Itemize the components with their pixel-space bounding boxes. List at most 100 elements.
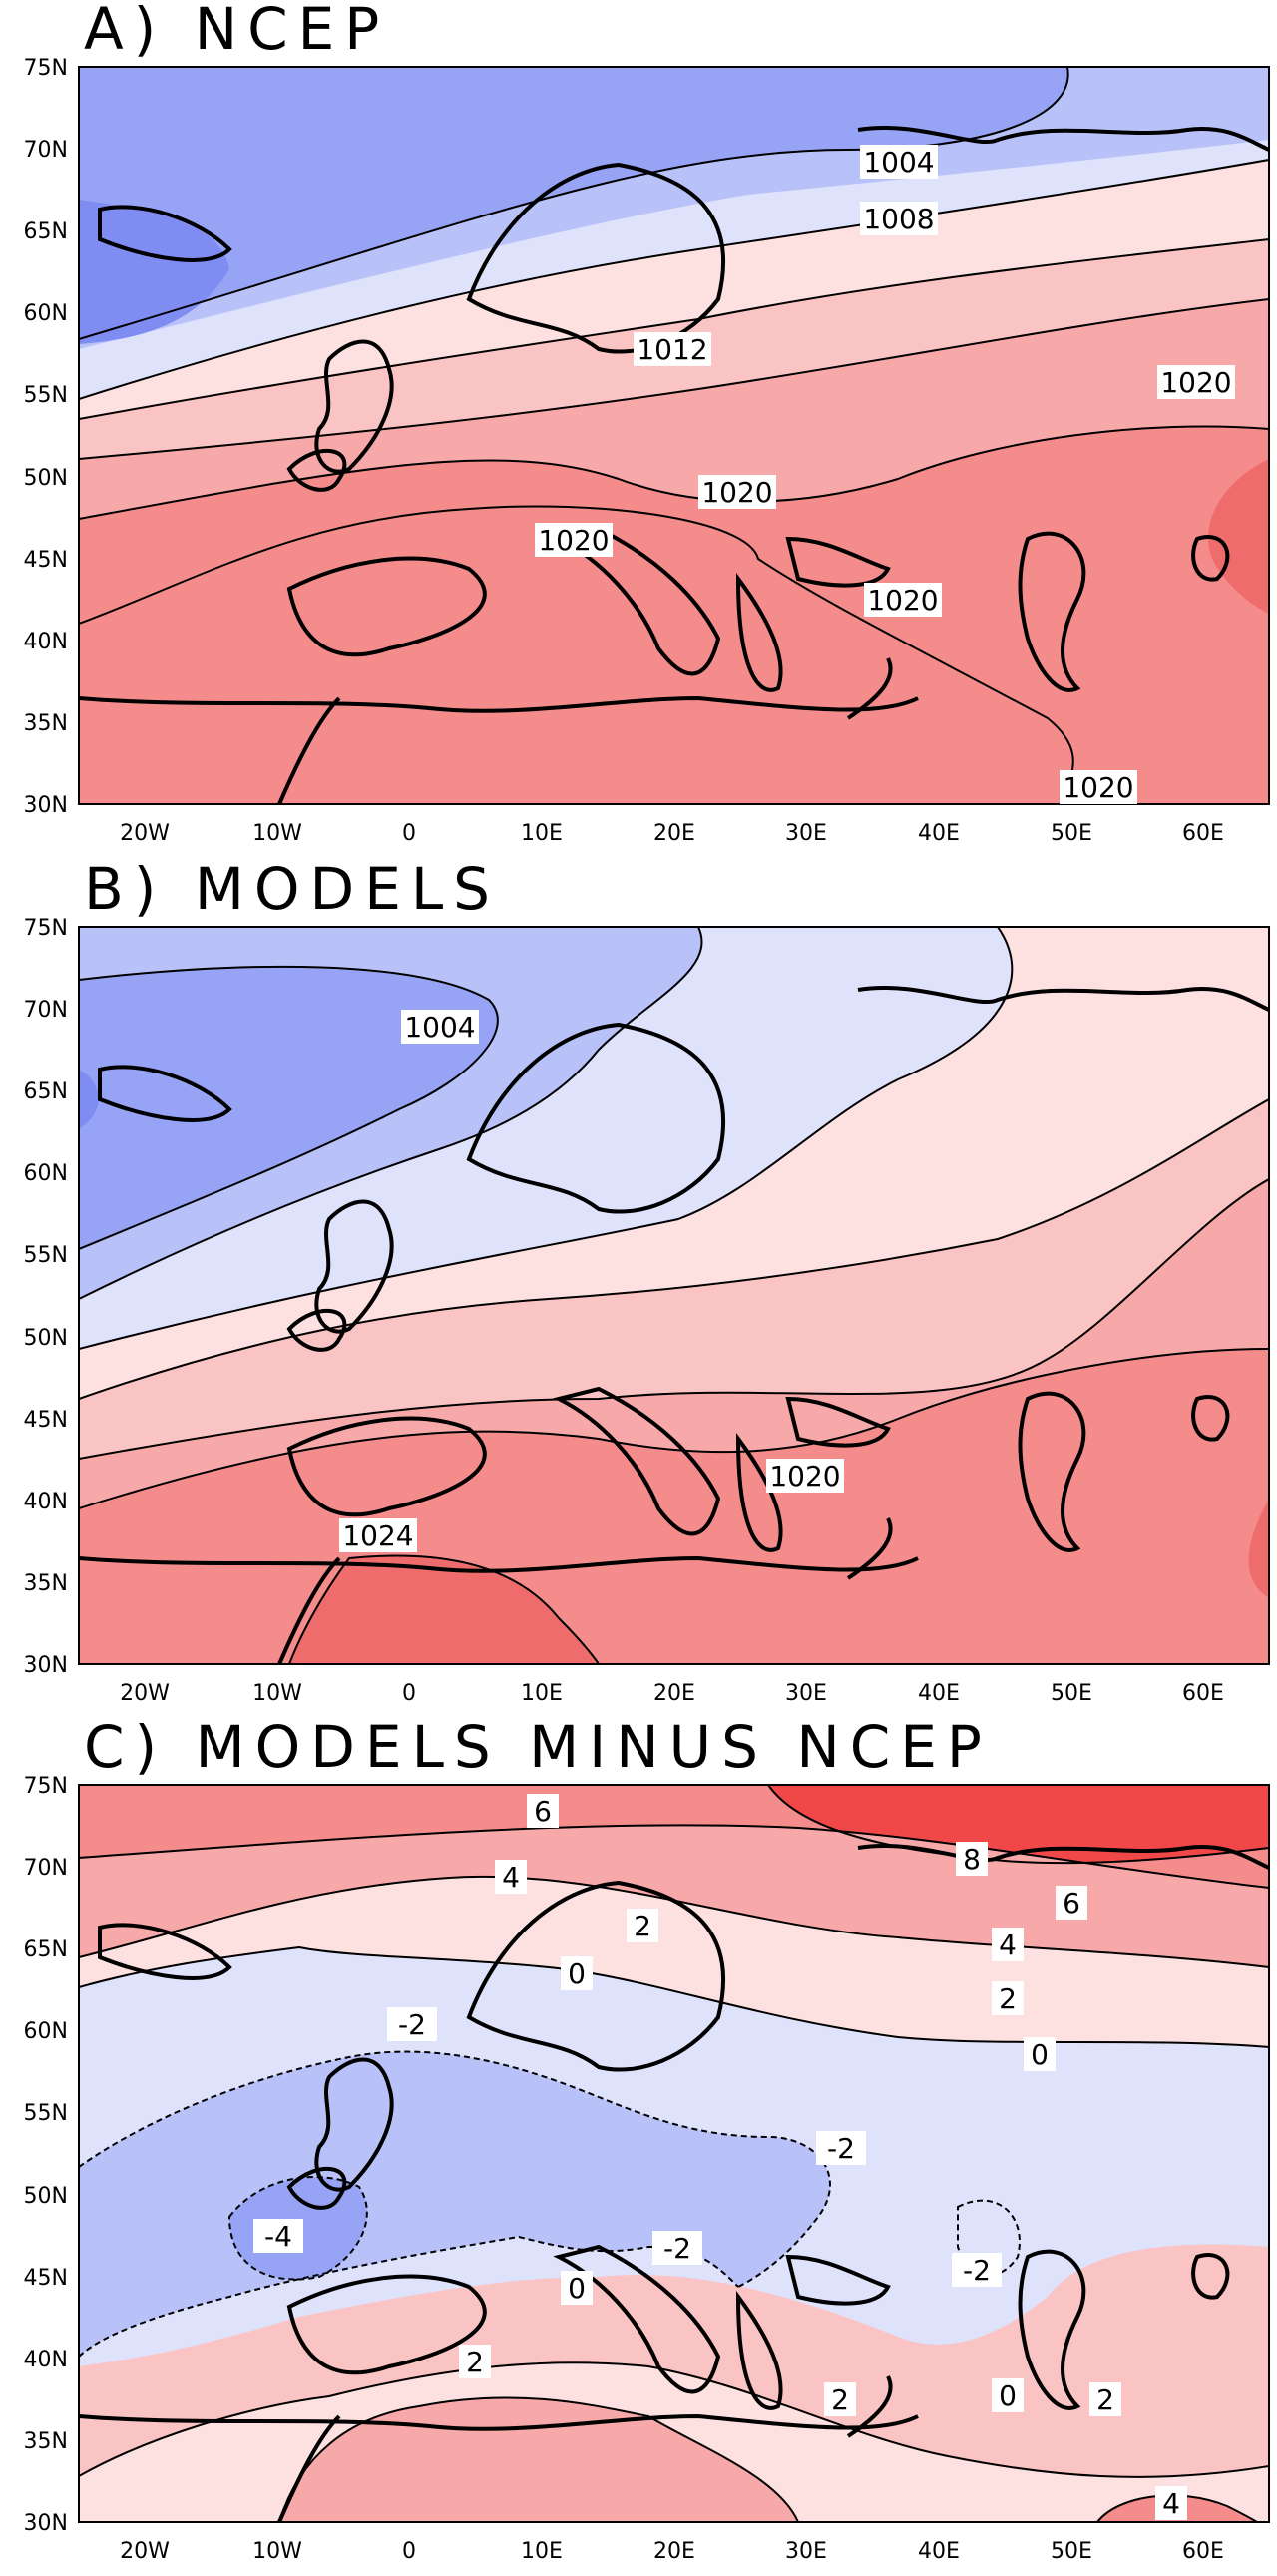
svg-text:4: 4 xyxy=(999,1929,1017,1961)
svg-text:2: 2 xyxy=(831,2383,849,2416)
y-tick: 70N xyxy=(24,138,68,163)
x-tick: 10W xyxy=(252,2539,302,2564)
svg-text:1024: 1024 xyxy=(342,1519,413,1552)
contour-label: 1020 xyxy=(1060,770,1137,804)
x-tick: 10E xyxy=(521,2539,563,2564)
contour-label: 0 xyxy=(992,2378,1024,2412)
fill-996 xyxy=(79,966,498,1249)
x-tick: 20W xyxy=(120,1681,170,1706)
x-tick: 10E xyxy=(521,1681,563,1706)
y-tick: 55N xyxy=(24,383,68,408)
svg-text:8: 8 xyxy=(963,1843,981,1876)
x-tick: 60E xyxy=(1182,1681,1224,1706)
svg-text:2: 2 xyxy=(999,1982,1017,2015)
contour-label: 1020 xyxy=(864,583,942,617)
coastlines-a xyxy=(79,125,1269,804)
x-tick: 0 xyxy=(402,1681,416,1706)
contour-label: 1004 xyxy=(401,1010,479,1044)
y-tick: 75N xyxy=(24,1774,68,1799)
svg-text:0: 0 xyxy=(568,2272,586,2305)
y-tick: 30N xyxy=(24,2511,68,2536)
svg-text:4: 4 xyxy=(502,1861,520,1894)
x-ticks-c: 20W 10W 0 10E 20E 30E 40E 50E 60E xyxy=(120,2539,1224,2564)
fill-992 xyxy=(79,1070,99,1129)
contour-label: 0 xyxy=(561,1956,593,1990)
fill-1024 xyxy=(1248,1499,1269,1598)
y-tick: 45N xyxy=(24,1408,68,1433)
y-tick: 35N xyxy=(24,711,68,736)
map-models: 1004 1020 1024 75N 70N 65N 60N 55N 50N 4… xyxy=(24,916,1270,1706)
y-tick: 45N xyxy=(24,2266,68,2291)
svg-text:1020: 1020 xyxy=(701,476,772,509)
svg-text:0: 0 xyxy=(999,2379,1017,2412)
x-tick: 60E xyxy=(1182,821,1224,846)
svg-text:-4: -4 xyxy=(264,2220,292,2253)
x-tick: 10W xyxy=(252,821,302,846)
x-ticks-a: 20W 10W 0 10E 20E 30E 40E 50E 60E xyxy=(120,821,1224,846)
fill-1024 xyxy=(1208,459,1269,614)
y-tick: 70N xyxy=(24,998,68,1023)
map-frame-b xyxy=(78,926,1270,1665)
svg-text:2: 2 xyxy=(634,1910,651,1942)
contour-label: 8 xyxy=(956,1842,988,1876)
contour-label: 1020 xyxy=(1157,365,1235,399)
contour-label: 1020 xyxy=(698,475,776,509)
svg-text:1012: 1012 xyxy=(637,333,707,366)
svg-text:1020: 1020 xyxy=(769,1460,840,1493)
contour-label: 1008 xyxy=(860,202,938,235)
panel-ncep: A) NCEP xyxy=(0,0,1277,858)
contour-label: 2 xyxy=(1089,2382,1121,2416)
fill-south-2 xyxy=(279,2397,798,2522)
fill-minus2 xyxy=(79,2051,830,2357)
y-tick: 75N xyxy=(24,916,68,941)
contour-label: 1024 xyxy=(339,1518,417,1552)
y-tick: 40N xyxy=(24,630,68,654)
y-ticks-a: 75N 70N 65N 60N 55N 50N 45N 40N 35N 30N xyxy=(24,56,68,818)
panel-title-a: A) NCEP xyxy=(84,0,390,63)
coastlines-c xyxy=(79,1843,1269,2522)
x-tick: 50E xyxy=(1051,821,1092,846)
x-tick: 20E xyxy=(653,821,695,846)
svg-text:0: 0 xyxy=(568,1957,586,1990)
svg-text:1004: 1004 xyxy=(863,146,934,179)
svg-text:6: 6 xyxy=(1063,1887,1080,1920)
y-tick: 30N xyxy=(24,793,68,818)
svg-text:1004: 1004 xyxy=(404,1011,475,1044)
x-tick: 60E xyxy=(1182,2539,1224,2564)
map-frame-c xyxy=(78,1784,1270,2523)
contour-label: -4 xyxy=(253,2219,303,2253)
y-ticks-b: 75N 70N 65N 60N 55N 50N 45N 40N 35N 30N xyxy=(24,916,68,1678)
x-tick: 20E xyxy=(653,1681,695,1706)
contour-label: -2 xyxy=(816,2131,866,2165)
y-tick: 60N xyxy=(24,301,68,326)
x-ticks-b: 20W 10W 0 10E 20E 30E 40E 50E 60E xyxy=(120,1681,1224,1706)
y-tick: 55N xyxy=(24,2101,68,2126)
y-tick: 35N xyxy=(24,2429,68,2454)
y-tick: 50N xyxy=(24,466,68,491)
svg-text:1020: 1020 xyxy=(867,584,938,617)
svg-text:2: 2 xyxy=(1096,2383,1114,2416)
x-tick: 40E xyxy=(918,821,960,846)
y-ticks-c: 75N 70N 65N 60N 55N 50N 45N 40N 35N 30N xyxy=(24,1774,68,2536)
contour-label: 1020 xyxy=(766,1459,844,1493)
contour-label: -2 xyxy=(652,2231,702,2265)
x-tick: 50E xyxy=(1051,1681,1092,1706)
fill-992 xyxy=(79,200,229,344)
y-tick: 75N xyxy=(24,56,68,81)
x-tick: 20W xyxy=(120,2539,170,2564)
contour-label: 4 xyxy=(992,1928,1024,1961)
y-tick: 65N xyxy=(24,1079,68,1104)
map-frame-a xyxy=(78,66,1270,805)
y-tick: 50N xyxy=(24,1326,68,1351)
panel-difference: C) MODELS MINUS NCEP xyxy=(0,1718,1277,2576)
contour-label: 6 xyxy=(527,1794,559,1828)
contour-label: 1012 xyxy=(634,332,711,366)
contour-label: 2 xyxy=(627,1909,658,1942)
contour-label: 1004 xyxy=(860,145,938,179)
map-ncep: 1004 1008 1012 1020 1020 1020 1020 1020 … xyxy=(24,56,1270,846)
x-tick: 30E xyxy=(785,2539,827,2564)
contour-label: 4 xyxy=(495,1860,527,1894)
svg-text:1020: 1020 xyxy=(538,524,609,557)
x-tick: 20W xyxy=(120,821,170,846)
contour-label: 0 xyxy=(561,2271,593,2305)
